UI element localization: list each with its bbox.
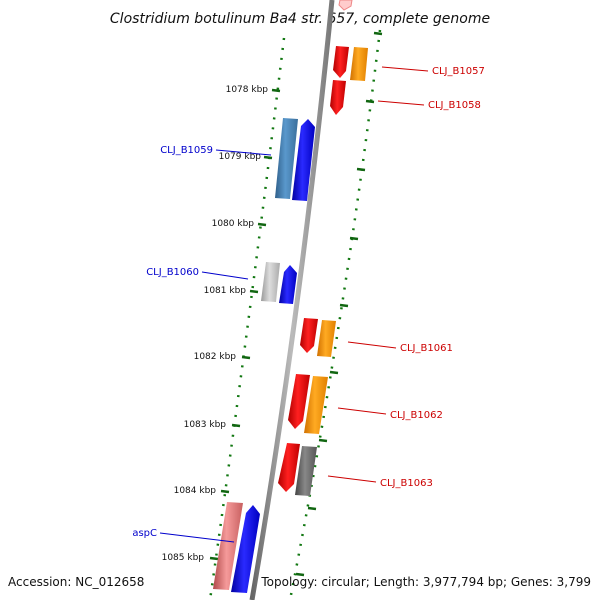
gene-clj-b1058-gene-arrow — [330, 80, 346, 115]
tick-label-1084: 1084 kbp — [174, 486, 217, 496]
gene-aspc-gene-box — [213, 502, 243, 590]
gene-clj-b1059[interactable] — [275, 118, 315, 201]
gene-clj-b1063[interactable] — [278, 443, 317, 496]
gene-clj-b1059-cds-arrow — [292, 119, 315, 201]
label-clj-b1062[interactable]: CLJ_B1062 — [390, 410, 443, 421]
label-clj-b1061[interactable]: CLJ_B1061 — [400, 343, 453, 354]
label-clj-b1058[interactable]: CLJ_B1058 — [428, 100, 481, 111]
gene-aspc-cds-arrow — [231, 505, 260, 593]
label-clj-b1060[interactable]: CLJ_B1060 — [146, 267, 199, 278]
tick-label-1083: 1083 kbp — [184, 420, 227, 430]
gene-clj-b1063-cds-box — [295, 446, 317, 496]
gene-clj-b1057-gene-arrow — [333, 46, 349, 78]
gene-clj-b1062-cds-box — [304, 376, 328, 434]
gene-aspc[interactable] — [213, 502, 260, 593]
gene-clj-b1060-gene-box — [261, 262, 280, 302]
tick-label-1081: 1081 kbp — [204, 286, 247, 296]
leader-clj-b1057 — [381, 66, 429, 72]
genome-backbone — [249, 0, 335, 600]
gene-clj-b1061-gene-arrow — [300, 318, 318, 353]
gene-clj-b1058[interactable] — [330, 80, 346, 115]
gene-clj-b1061-cds-box — [317, 320, 336, 357]
leader-clj-b1058 — [377, 100, 425, 106]
tick-1085 — [209, 556, 219, 561]
label-clj-b1057[interactable]: CLJ_B1057 — [432, 66, 485, 77]
outer-dotted-guide — [288, 29, 382, 600]
tick-1081 — [249, 289, 259, 294]
gene-clj-b1060-cds-arrow — [279, 265, 297, 304]
tick-1079 — [263, 155, 273, 160]
tick-label-1085: 1085 kbp — [162, 553, 205, 563]
leader-aspc — [159, 532, 235, 543]
tick-1084 — [220, 489, 230, 494]
tick-label-1079: 1079 kbp — [219, 152, 262, 162]
tick-1082 — [241, 355, 251, 360]
leader-clj-b1060 — [201, 271, 249, 280]
gene-clj-b1060[interactable] — [261, 262, 297, 304]
gene-labels: CLJ_B1057 CLJ_B1058 CLJ_B1059 CLJ_B1060 … — [132, 66, 484, 539]
gene-clj-b1062-gene-arrow — [288, 374, 310, 429]
tick-1083 — [231, 423, 241, 428]
leader-clj-b1059 — [215, 149, 272, 156]
accession-text: Accession: NC_012658 — [8, 575, 144, 589]
label-clj-b1063[interactable]: CLJ_B1063 — [380, 478, 433, 489]
tick-label-1082: 1082 kbp — [194, 352, 237, 362]
tick-marks — [209, 31, 383, 577]
label-clj-b1059[interactable]: CLJ_B1059 — [160, 145, 213, 156]
label-aspc[interactable]: aspC — [132, 528, 157, 539]
tick-labels: 1078 kbp 1079 kbp 1080 kbp 1081 kbp 1082… — [162, 85, 269, 563]
gene-clj-b1063-gene-arrow — [278, 443, 300, 492]
topology-text: Topology: circular; Length: 3,977,794 bp… — [260, 575, 591, 589]
tick-label-1080: 1080 kbp — [212, 219, 255, 229]
gene-clj-b1061[interactable] — [300, 318, 336, 357]
tick-1080 — [257, 222, 267, 227]
gene-clj-b1057[interactable] — [333, 46, 368, 81]
leader-clj-b1061 — [347, 341, 397, 349]
leader-clj-b1062 — [337, 407, 387, 415]
gene-clj-b1062[interactable] — [288, 374, 328, 434]
tick-1078 — [271, 88, 281, 93]
leader-lines — [159, 66, 429, 543]
gene-clj-b1057-cds-box — [350, 47, 368, 81]
leader-clj-b1063 — [327, 475, 377, 483]
gene-clj-b1059-gene-box — [275, 118, 298, 199]
map-title: Clostridium botulinum Ba4 str. 657, comp… — [110, 11, 490, 27]
partial-feature-top — [338, 0, 353, 11]
tick-label-1078: 1078 kbp — [226, 85, 269, 95]
